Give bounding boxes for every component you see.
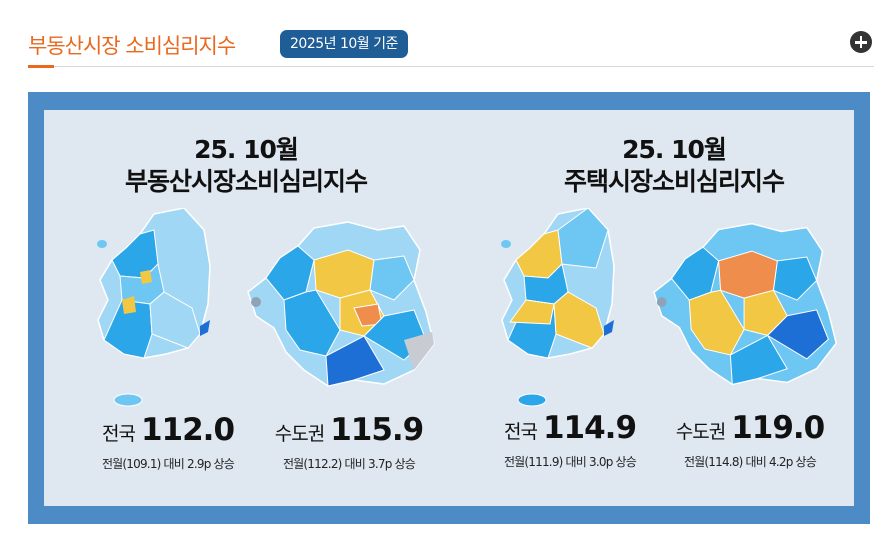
section-header: 부동산시장 소비심리지수 2025년 10월 기준 — [28, 24, 874, 68]
header-divider — [28, 66, 874, 67]
housing-national-stat: 전국 114.9 — [490, 410, 650, 446]
infographic-panel[interactable]: 25. 10월 부동산시장소비심리지수 25. 10월 주택시장소비심리지수 — [28, 92, 870, 524]
plus-circle-icon[interactable] — [850, 31, 872, 53]
real-estate-index-title: 25. 10월 부동산시장소비심리지수 — [116, 134, 376, 198]
korea-map-real-estate — [97, 208, 211, 407]
title-underline — [28, 65, 54, 68]
real-estate-capital-stat: 수도권 115.9 — [264, 412, 434, 448]
section-title: 부동산시장 소비심리지수 — [28, 34, 236, 58]
real-estate-title-name: 부동산시장소비심리지수 — [124, 167, 368, 196]
capital-label: 수도권 — [675, 421, 726, 443]
capital-area-map-housing — [653, 222, 837, 386]
date-badge: 2025년 10월 기준 — [280, 30, 408, 58]
korea-map-housing — [501, 208, 615, 407]
housing-national-change: 전월(111.9) 대비 3.0p 상승 — [503, 455, 637, 469]
national-value: 114.9 — [542, 410, 637, 446]
national-label: 전국 — [503, 421, 538, 443]
capital-value: 119.0 — [731, 410, 825, 446]
capital-value: 115.9 — [330, 412, 424, 448]
national-label: 전국 — [101, 423, 136, 445]
housing-capital-stat: 수도권 119.0 — [660, 410, 840, 446]
real-estate-capital-change: 전월(112.2) 대비 3.7p 상승 — [282, 457, 416, 471]
housing-index-title: 25. 10월 주택시장소비심리지수 — [539, 134, 809, 198]
housing-title-name: 주택시장소비심리지수 — [563, 167, 785, 196]
real-estate-national-stat: 전국 112.0 — [88, 412, 248, 448]
housing-capital-change: 전월(114.8) 대비 4.2p 상승 — [683, 455, 817, 469]
real-estate-national-change: 전월(109.1) 대비 2.9p 상승 — [101, 457, 235, 471]
infographic-inner: 25. 10월 부동산시장소비심리지수 25. 10월 주택시장소비심리지수 — [44, 110, 854, 506]
real-estate-title-month: 25. 10월 — [194, 135, 299, 164]
capital-area-map-real-estate — [247, 221, 435, 387]
capital-label: 수도권 — [274, 423, 325, 445]
national-value: 112.0 — [140, 412, 235, 448]
housing-title-month: 25. 10월 — [622, 135, 727, 164]
